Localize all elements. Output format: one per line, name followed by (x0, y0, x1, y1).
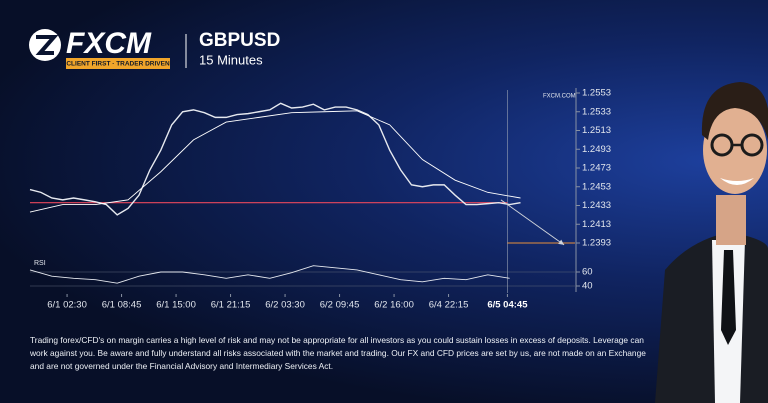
x-tick-label: 6/1 21:15 (211, 300, 251, 311)
y-tick-label: 1.2393 (582, 238, 611, 249)
rsi-label: RSI (34, 260, 46, 267)
y-tick-label: 1.2433 (582, 200, 611, 211)
tagline: CLIENT FIRST · TRADER DRIVEN (66, 61, 170, 68)
x-tick-label: 6/1 15:00 (156, 300, 196, 311)
y-tick-label: 1.2413 (582, 219, 611, 230)
chart-title: GBPUSD (199, 30, 280, 51)
y-tick-label: 1.2533 (582, 106, 611, 117)
y-tick-label: 1.2453 (582, 181, 611, 192)
x-tick-label: 6/2 03:30 (265, 300, 305, 311)
logo: FXCM (66, 27, 152, 60)
price-line (29, 102, 521, 216)
x-tick-label: 6/1 02:30 (47, 300, 87, 311)
chart-subtitle: 15 Minutes (199, 52, 263, 67)
projection-arrow (500, 199, 565, 246)
disclaimer: Trading forex/CFD's on margin carries a … (30, 335, 646, 371)
moving-average (29, 110, 521, 213)
x-tick-label: 6/2 09:45 (320, 300, 360, 311)
x-tick-label: 6/1 08:45 (102, 300, 142, 311)
y-tick-label: 1.2513 (582, 125, 611, 136)
tagline-box (66, 58, 170, 69)
rsi-tick-label: 60 (582, 267, 593, 278)
presenter-photo (655, 82, 768, 403)
x-tick-label: 6/5 04:45 (487, 300, 528, 311)
logo-icon (29, 29, 61, 61)
x-tick-label: 6/2 16:00 (374, 300, 414, 311)
y-tick-label: 1.2493 (582, 144, 611, 155)
y-tick-label: 1.2553 (582, 88, 611, 99)
arrow-head (558, 239, 565, 245)
x-tick-label: 6/4 22:15 (429, 300, 469, 311)
rsi-tick-label: 40 (582, 281, 593, 292)
rsi-line (29, 265, 510, 284)
y-tick-label: 1.2473 (582, 163, 611, 174)
source: FXCM.COM (543, 94, 576, 100)
